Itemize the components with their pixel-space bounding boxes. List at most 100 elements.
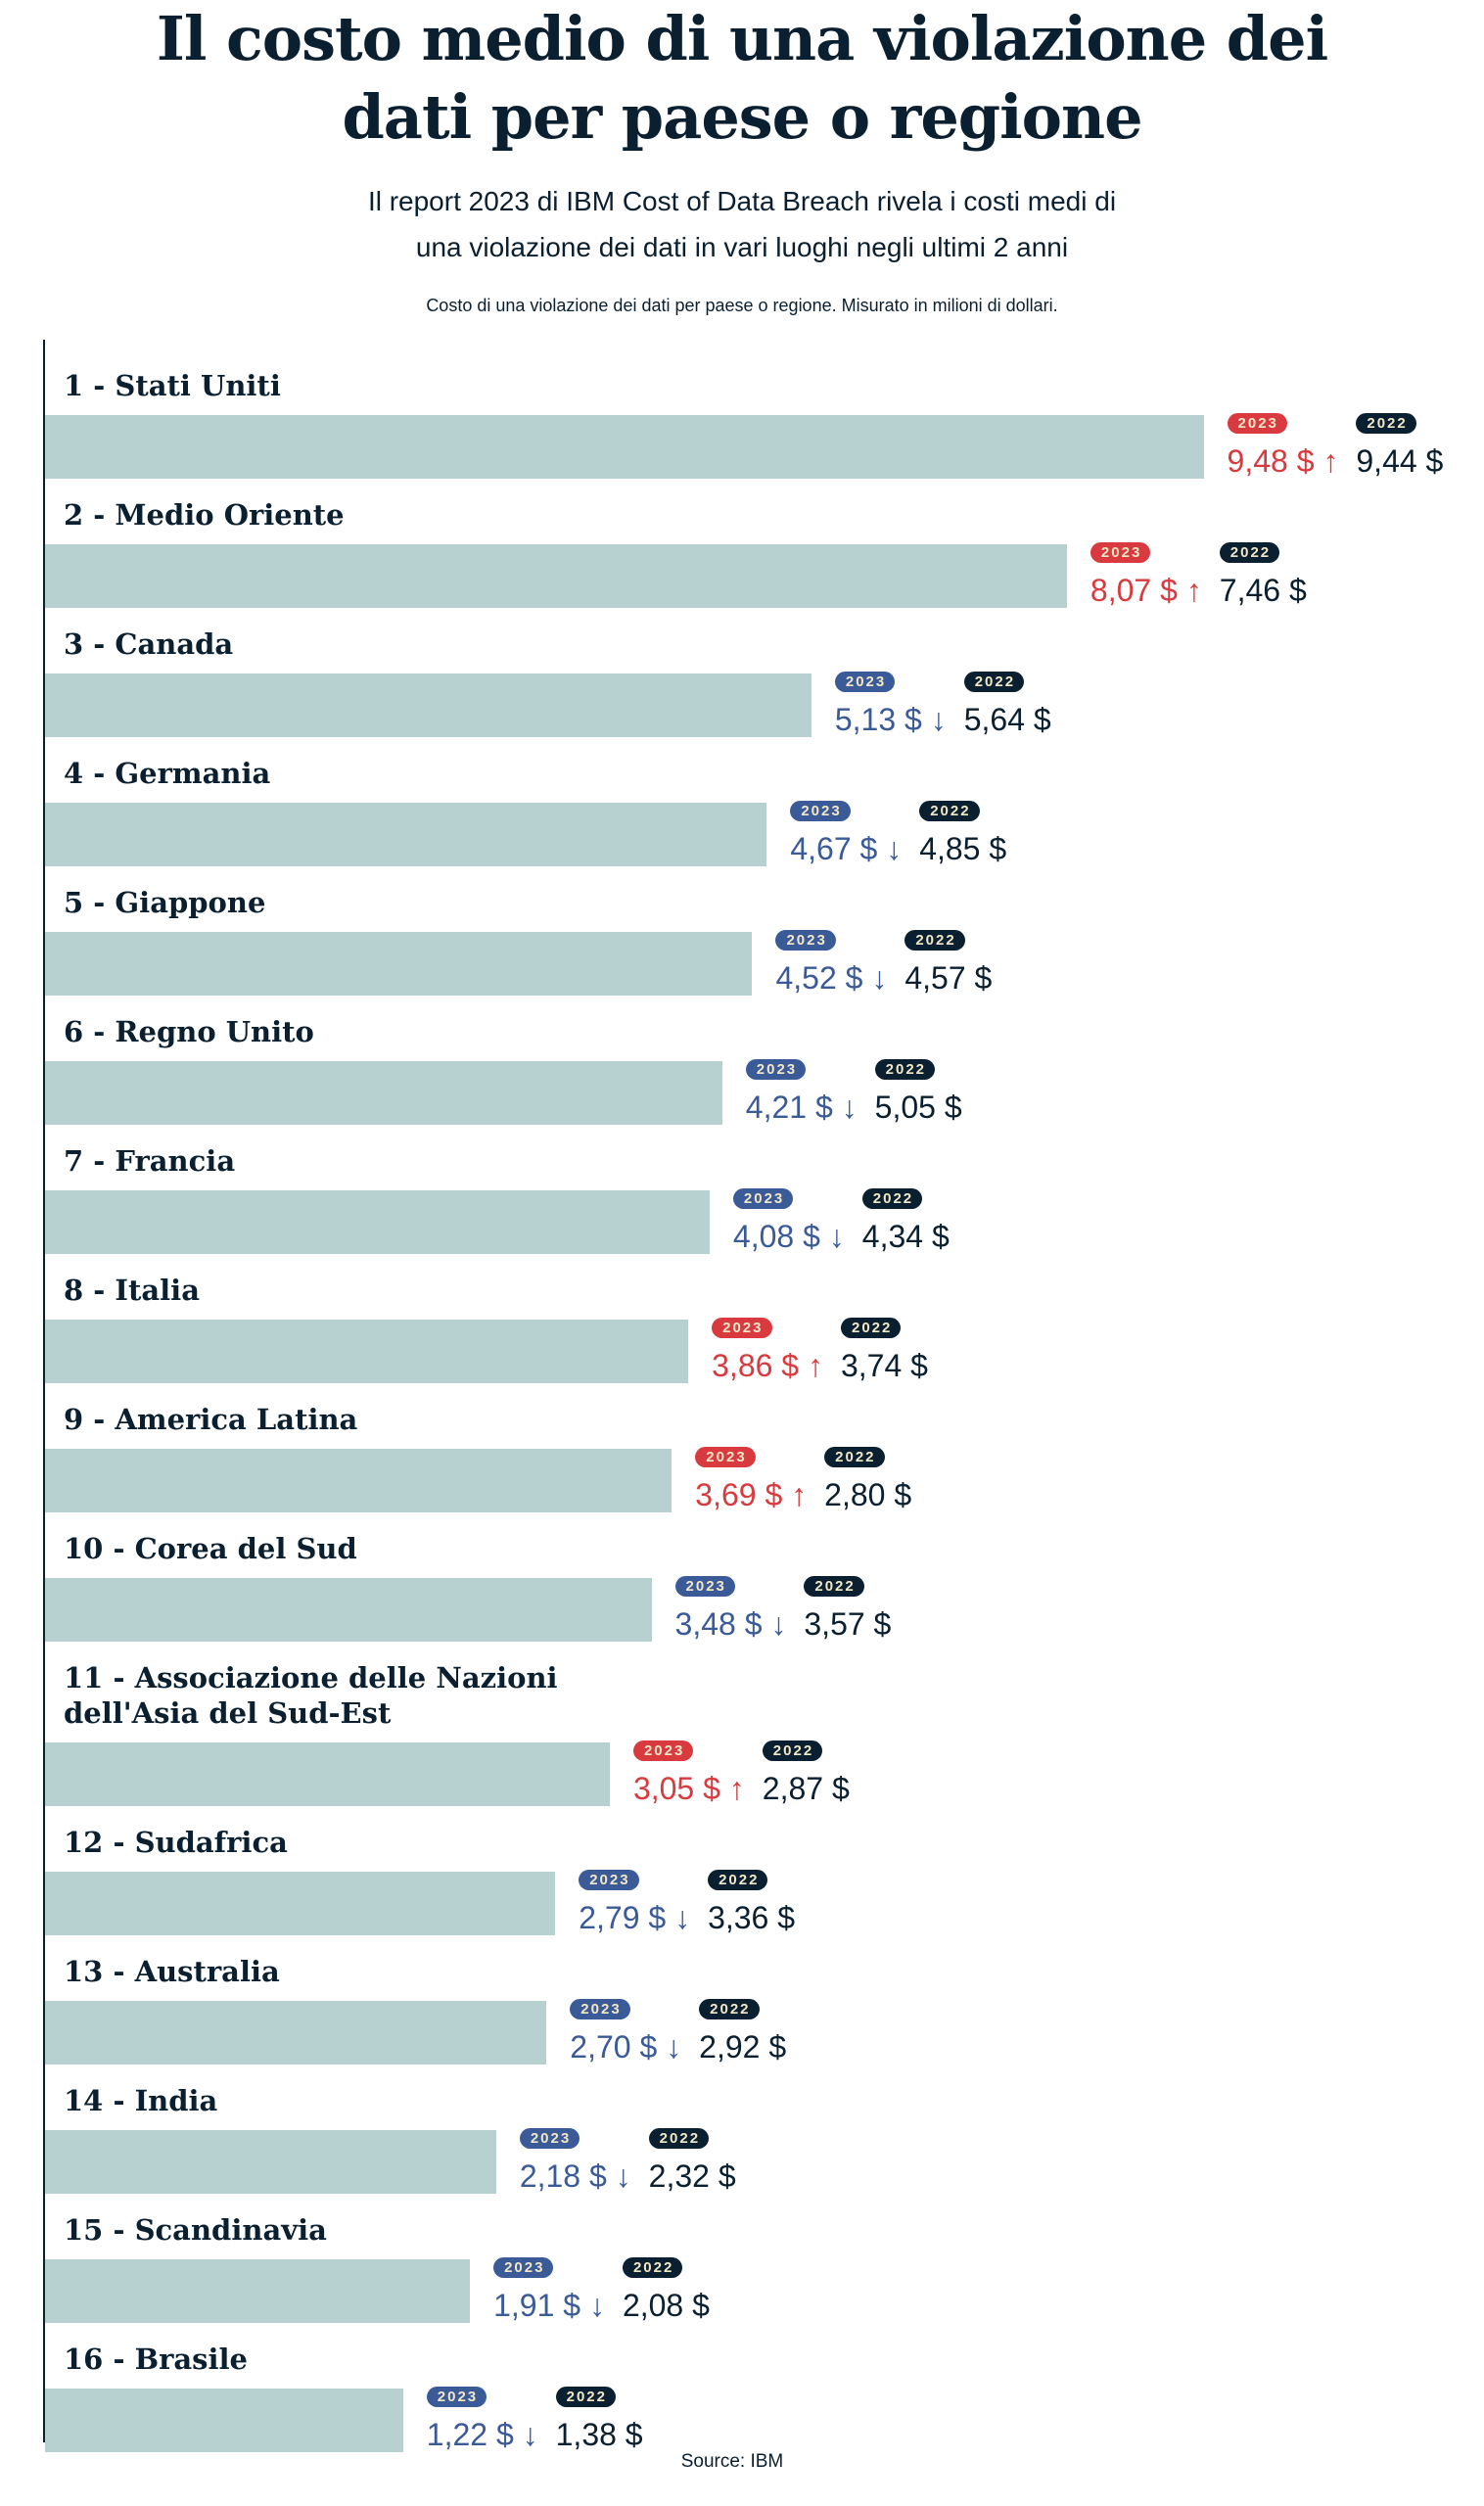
arrow-down-icon: ↓ xyxy=(580,2288,605,2323)
category-label: 11 - Associazione delle Nazioni dell'Asia… xyxy=(64,1660,1484,1731)
badge-2023: 2023 xyxy=(712,1318,772,1338)
value-2023-text: 2,18 $ ↓ xyxy=(520,2158,631,2194)
value-labels: 2023 3,69 $ ↑ 2022 2,80 $ xyxy=(695,1447,911,1512)
category-label-line: 7 - Francia xyxy=(64,1144,236,1178)
bar-2023 xyxy=(45,1320,689,1383)
bar-2023 xyxy=(45,2259,471,2323)
bar-area: 2023 4,67 $ ↓ 2022 4,85 $ xyxy=(45,801,1484,866)
category-label-line: 12 - Sudafrica xyxy=(64,1826,288,1859)
value-2022-label: 3,74 $ xyxy=(840,1348,928,1383)
arrow-up-icon: ↑ xyxy=(1314,443,1339,479)
bar-area: 2023 8,07 $ ↑ 2022 7,46 $ xyxy=(45,542,1484,608)
bar-row: 1 - Stati Uniti 2023 9,48 $ ↑ 2022 9,44 $ xyxy=(45,368,1484,479)
arrow-down-icon: ↓ xyxy=(877,831,903,866)
value-2023-label: 1,91 $ xyxy=(493,2288,581,2323)
value-2023-text: 1,22 $ ↓ xyxy=(427,2417,538,2452)
value-2022: 2022 2,87 $ xyxy=(762,1740,850,1806)
value-2022-label: 2,87 $ xyxy=(762,1771,850,1806)
bar-area: 2023 4,21 $ ↓ 2022 5,05 $ xyxy=(45,1059,1484,1125)
arrow-up-icon: ↑ xyxy=(719,1771,745,1806)
value-2023: 2023 2,79 $ ↓ xyxy=(579,1870,690,1935)
value-2022-label: 4,57 $ xyxy=(904,960,993,996)
badge-2023: 2023 xyxy=(745,1059,807,1080)
category-label-line: 9 - America Latina xyxy=(64,1403,358,1436)
bar-area: 2023 1,91 $ ↓ 2022 2,08 $ xyxy=(45,2257,1484,2323)
bar-row: 11 - Associazione delle Nazioni dell'Asia… xyxy=(45,1660,1484,1806)
category-label: 15 - Scandinavia xyxy=(64,2212,1484,2248)
value-2022-label: 2,08 $ xyxy=(622,2288,710,2323)
bar-2023 xyxy=(45,1578,652,1642)
value-2022-label: 2,32 $ xyxy=(648,2158,736,2194)
arrow-down-icon: ↓ xyxy=(606,2158,631,2194)
bar-area: 2023 4,08 $ ↓ 2022 4,34 $ xyxy=(45,1188,1484,1254)
category-label-line: dell'Asia del Sud-Est xyxy=(64,1696,392,1730)
value-labels: 2023 2,18 $ ↓ 2022 2,32 $ xyxy=(519,2128,736,2194)
category-label-line: 8 - Italia xyxy=(64,1274,200,1307)
value-2023: 2023 2,70 $ ↓ xyxy=(570,1999,681,2065)
badge-2022: 2022 xyxy=(1219,542,1280,563)
bar-row: 12 - Sudafrica 2023 2,79 $ ↓ 2022 3,36 $ xyxy=(45,1825,1484,1935)
badge-2022: 2022 xyxy=(1356,413,1416,434)
value-2022: 2022 2,80 $ xyxy=(824,1447,911,1512)
bar-2023 xyxy=(45,415,1204,479)
arrow-up-icon: ↑ xyxy=(782,1477,808,1512)
arrow-down-icon: ↓ xyxy=(832,1090,858,1125)
bar-area: 2023 4,52 $ ↓ 2022 4,57 $ xyxy=(45,930,1484,996)
value-2023-label: 4,52 $ xyxy=(775,960,863,996)
value-2022: 2022 4,34 $ xyxy=(861,1188,950,1254)
value-2023: 2023 8,07 $ ↑ xyxy=(1090,542,1202,608)
value-2023: 2023 4,52 $ ↓ xyxy=(775,930,887,996)
value-2023: 2023 4,21 $ ↓ xyxy=(745,1059,858,1125)
source: Source: IBM xyxy=(680,2451,784,2472)
value-2023: 2023 3,86 $ ↑ xyxy=(712,1318,823,1383)
value-labels: 2023 4,21 $ ↓ 2022 5,05 $ xyxy=(745,1059,962,1125)
category-label: 5 - Giappone xyxy=(64,885,1484,920)
value-2022: 2022 1,38 $ xyxy=(555,2387,643,2452)
badge-2022: 2022 xyxy=(699,1999,760,2019)
bar-2023 xyxy=(45,803,767,866)
value-2022: 2022 2,92 $ xyxy=(699,1999,786,2065)
value-labels: 2023 1,91 $ ↓ 2022 2,08 $ xyxy=(493,2257,710,2323)
badge-2022: 2022 xyxy=(762,1740,823,1761)
category-label-line: 13 - Australia xyxy=(64,1955,280,1988)
value-2023-text: 3,69 $ ↑ xyxy=(695,1477,807,1512)
value-2023-label: 4,08 $ xyxy=(732,1219,820,1254)
badge-2022: 2022 xyxy=(963,672,1025,692)
badge-2022: 2022 xyxy=(648,2128,710,2149)
value-2022: 2022 5,64 $ xyxy=(963,672,1051,737)
value-2022-label: 1,38 $ xyxy=(555,2417,643,2452)
arrow-up-icon: ↑ xyxy=(799,1348,823,1383)
value-2022: 2022 7,46 $ xyxy=(1219,542,1307,608)
category-label: 9 - America Latina xyxy=(64,1402,1484,1437)
bar-2023 xyxy=(45,2130,496,2194)
bar-2023 xyxy=(45,1742,610,1806)
value-2022-label: 5,05 $ xyxy=(874,1090,962,1125)
value-2022-label: 9,44 $ xyxy=(1356,443,1444,479)
bar-2023 xyxy=(45,1061,722,1125)
bar-row: 7 - Francia 2023 4,08 $ ↓ 2022 4,34 $ xyxy=(45,1143,1484,1254)
bar-2023 xyxy=(45,2001,547,2065)
badge-2023: 2023 xyxy=(695,1447,756,1467)
category-label-line: 10 - Corea del Sud xyxy=(64,1532,357,1565)
category-label: 1 - Stati Uniti xyxy=(64,368,1484,403)
value-labels: 2023 3,05 $ ↑ 2022 2,87 $ xyxy=(632,1740,850,1806)
value-2023: 2023 2,18 $ ↓ xyxy=(519,2128,631,2194)
value-2023-label: 5,13 $ xyxy=(834,702,922,737)
bar-area: 2023 3,86 $ ↑ 2022 3,74 $ xyxy=(45,1318,1484,1383)
value-2022: 2022 4,57 $ xyxy=(904,930,993,996)
value-2023-text: 4,52 $ ↓ xyxy=(775,960,887,996)
category-label-line: 3 - Canada xyxy=(64,627,234,661)
category-label: 10 - Corea del Sud xyxy=(64,1531,1484,1566)
bar-row: 8 - Italia 2023 3,86 $ ↑ 2022 3,74 $ xyxy=(45,1273,1484,1383)
badge-2023: 2023 xyxy=(426,2387,487,2407)
value-2023-label: 8,07 $ xyxy=(1090,573,1178,608)
bar-row: 9 - America Latina 2023 3,69 $ ↑ 2022 2,80 $ xyxy=(45,1402,1484,1512)
chart-note: Costo di una violazione dei dati per pae… xyxy=(426,296,1058,315)
value-labels: 2023 9,48 $ ↑ 2022 9,44 $ xyxy=(1227,413,1444,479)
y-axis-line xyxy=(43,340,45,2442)
value-2023-label: 3,48 $ xyxy=(674,1606,763,1642)
category-label: 12 - Sudafrica xyxy=(64,1825,1484,1860)
bar-area: 2023 3,05 $ ↑ 2022 2,87 $ xyxy=(45,1740,1484,1806)
bar-area: 2023 9,48 $ ↑ 2022 9,44 $ xyxy=(45,413,1484,479)
category-label-line: 1 - Stati Uniti xyxy=(64,369,281,402)
